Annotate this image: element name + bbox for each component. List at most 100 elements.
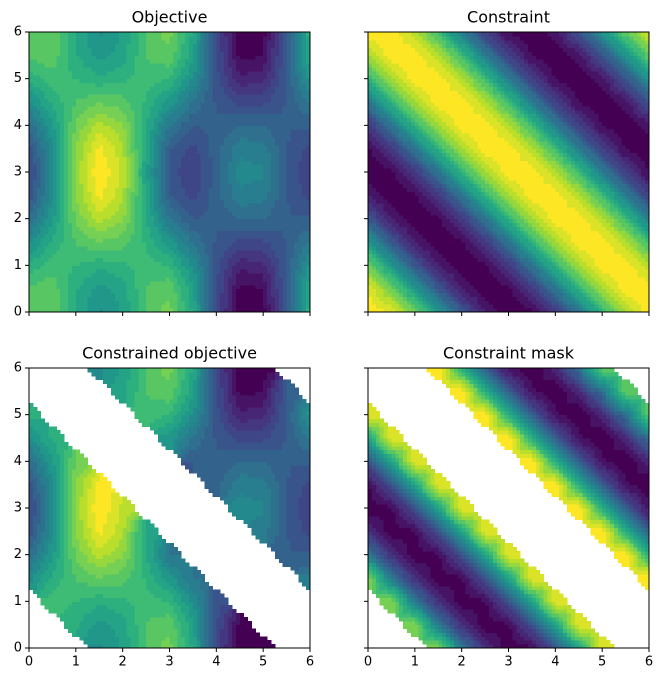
contour-cell [196, 129, 202, 134]
contour-cell [255, 234, 260, 239]
contour-cell [79, 121, 85, 126]
contour-cell [196, 98, 202, 103]
contour-cell [189, 121, 194, 126]
contour-cell [60, 187, 65, 192]
contour-cell [52, 175, 57, 181]
contour-cell [306, 160, 310, 165]
contour-cell [278, 203, 284, 208]
contour-cell [36, 109, 42, 115]
contour-cell [239, 98, 245, 103]
contour-cell [56, 67, 61, 72]
contour-cell [251, 164, 256, 169]
contour-cell [255, 203, 260, 208]
contour-cell [286, 121, 291, 126]
contour-cell [75, 148, 81, 154]
contour-cell [32, 210, 38, 216]
contour-cell [200, 117, 206, 122]
contour-cell [231, 300, 237, 305]
contour-cell [126, 288, 131, 294]
contour-cell [103, 55, 108, 60]
contour-cell [130, 168, 135, 173]
contour-cell [60, 39, 65, 45]
contour-cell [169, 187, 174, 192]
contour-cell [302, 214, 307, 220]
contour-cell [91, 86, 96, 91]
contour-cell [71, 183, 77, 189]
contour-cell [208, 164, 213, 169]
contour-cell [298, 172, 303, 177]
contour-cell [36, 148, 42, 154]
contour-cell [91, 179, 96, 185]
contour-cell [157, 175, 163, 181]
contour-cell [91, 59, 96, 64]
contour-cell [204, 203, 210, 208]
contour-cell [282, 102, 288, 107]
contour-cell [224, 156, 229, 161]
contour-cell [185, 214, 190, 220]
contour-cell [110, 51, 116, 56]
contour-cell [48, 47, 53, 52]
contour-cell [48, 117, 53, 122]
contour-cell [294, 218, 299, 224]
contour-cell [231, 238, 237, 243]
contour-cell [48, 94, 53, 99]
contour-cell [208, 292, 213, 297]
contour-cell [255, 183, 260, 189]
contour-cell [52, 280, 57, 286]
contour-cell [259, 199, 264, 204]
contour-cell [247, 207, 252, 212]
contour-cell [192, 300, 198, 305]
contour-cell [255, 152, 260, 157]
contour-cell [165, 218, 170, 224]
contour-cell [146, 183, 151, 189]
contour-cell [177, 207, 182, 212]
contour-cell [278, 137, 284, 142]
contour-cell [91, 265, 96, 270]
contour-cell [255, 148, 260, 154]
contour-cell [185, 277, 190, 282]
contour-cell [302, 261, 307, 266]
contour-cell [114, 82, 120, 87]
contour-cell [231, 148, 237, 154]
contour-cell [91, 284, 96, 290]
contour-cell [196, 121, 202, 126]
contour-cell [192, 280, 198, 286]
contour-cell [91, 183, 96, 189]
contour-cell [212, 222, 217, 227]
contour-cell [212, 187, 217, 192]
contour-cell [153, 168, 159, 173]
contour-cell [189, 74, 194, 80]
contour-cell [126, 238, 131, 243]
contour-cell [75, 245, 81, 251]
contour-cell [110, 195, 116, 200]
contour-cell [165, 74, 170, 80]
contour-cell [146, 129, 151, 134]
contour-cell [29, 238, 34, 243]
contour-cell [71, 125, 77, 130]
contour-cell [267, 195, 272, 200]
contour-cell [278, 292, 284, 297]
contour-cell [60, 288, 65, 294]
contour-cell [231, 94, 237, 99]
contour-cell [173, 43, 178, 49]
contour-cell [64, 63, 69, 68]
contour-cell [153, 183, 159, 189]
contour-cell [48, 148, 53, 154]
contour-cell [200, 300, 206, 305]
contour-cell [196, 86, 202, 91]
contour-cell [40, 168, 46, 173]
contour-cell [103, 288, 108, 294]
contour-cell [138, 70, 143, 76]
contour-cell [259, 191, 264, 196]
contour-cell [32, 59, 38, 64]
contour-cell [32, 292, 38, 297]
contour-cell [290, 133, 295, 138]
contour-cell [138, 51, 143, 56]
contour-cell [149, 214, 155, 220]
contour-cell [224, 234, 229, 239]
contour-cell [306, 183, 310, 189]
contour-cell [192, 148, 198, 154]
contour-cell [251, 261, 256, 266]
contour-cell [99, 249, 104, 255]
contour-cell [161, 203, 167, 208]
